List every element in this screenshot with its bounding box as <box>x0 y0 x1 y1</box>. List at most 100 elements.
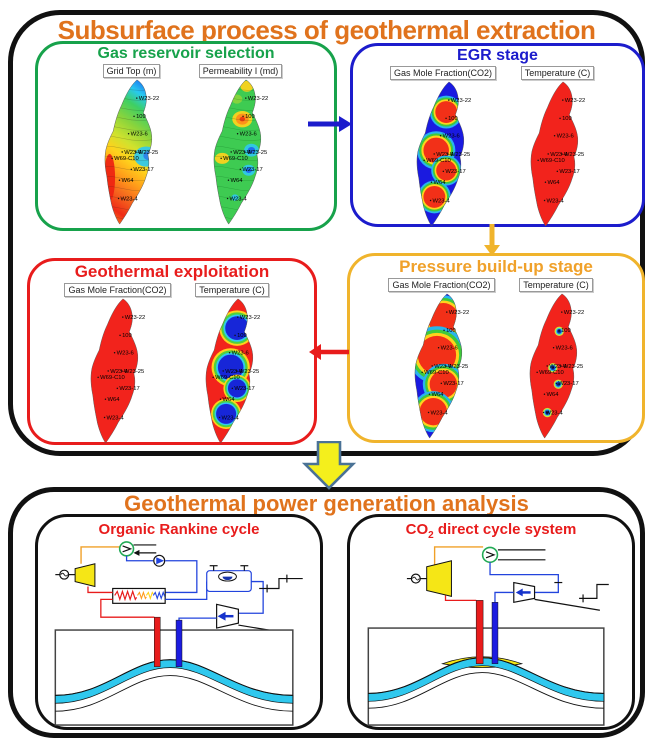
svg-text:W23-6: W23-6 <box>231 351 248 357</box>
organic-rankine-title: Organic Rankine cycle <box>98 521 260 538</box>
bottom-section-title: Geothermal power generation analysis <box>124 491 529 516</box>
geothermal-exploitation-box: Geothermal exploitation Gas Mole Fractio… <box>27 258 317 445</box>
pressure-panels: Gas Mole Fraction(CO2) W23-22 109 W23-6 W23… <box>350 278 642 439</box>
svg-text:W23-4: W23-4 <box>107 415 125 421</box>
svg-text:W69-C10: W69-C10 <box>539 370 564 376</box>
svg-text:W23-22: W23-22 <box>239 315 259 321</box>
svg-text:W23-4: W23-4 <box>431 410 449 416</box>
organic-rankine-diagram <box>54 541 303 726</box>
well-labels: W23-22109W23-6W23-4W23-25W69-C10W23-17W6… <box>421 310 469 416</box>
egr-stage-box: EGR stage Gas Mole Fraction(CO2) W23-22 1… <box>350 43 645 227</box>
pressure-temperature-label: Temperature (C) <box>519 278 593 292</box>
svg-text:W23-6: W23-6 <box>117 351 134 357</box>
svg-text:W23-17: W23-17 <box>558 381 578 387</box>
arrow-egr-to-pressure-icon <box>484 224 500 256</box>
well-labels: W23-22109W23-6W23-4W23-25W69-C10W23-17W6… <box>537 98 585 204</box>
pressure-buildup-title: Pressure build-up stage <box>399 257 593 276</box>
svg-text:109: 109 <box>561 328 571 334</box>
svg-text:W23-4: W23-4 <box>121 196 139 202</box>
svg-text:W23-4: W23-4 <box>434 364 452 370</box>
svg-text:W23-6: W23-6 <box>557 134 574 140</box>
well-labels: W23-22109W23-6W23-4W23-25W69-C10W23-17W6… <box>220 96 268 202</box>
exploitation-co2-map: W23-22109W23-6W23-4W23-25W69-C10W23-17W6… <box>90 298 145 444</box>
co2-direct-cycle-box: CO2 direct cycle system <box>347 514 635 730</box>
svg-text:W23-4: W23-4 <box>436 152 454 158</box>
egr-temperature-panel: Temperature (C) W23-22 109 W23-6 W23-4 W23-2… <box>510 66 605 227</box>
svg-text:W23-17: W23-17 <box>242 167 262 173</box>
egr-co2-panel: Gas Mole Fraction(CO2) W23-22 109 W23-6 W23… <box>389 66 497 227</box>
well-labels: W23-22109W23-6W23-4W23-25W69-C10W23-17W6… <box>535 310 584 416</box>
well-labels: W23-22109W23-6W23-4W23-25W69-C10W23-17W6… <box>422 98 471 204</box>
pressure-buildup-box: Pressure build-up stage Gas Mole Fractio… <box>347 253 645 443</box>
svg-text:W23-17: W23-17 <box>443 381 463 387</box>
egr-stage-title: EGR stage <box>457 47 538 64</box>
permeability-panel: Permeability I (md) W23-22 109 W23-6 W23-4 W… <box>193 64 288 225</box>
top-section-title: Subsurface process of geothermal extract… <box>57 15 596 45</box>
gas-reservoir-selection-box: Gas reservoir selection Grid Top (m) W23… <box>35 41 337 231</box>
svg-text:W23-25: W23-25 <box>138 150 158 156</box>
pressure-co2-label: Gas Mole Fraction(CO2) <box>388 278 495 292</box>
svg-text:W69-C10: W69-C10 <box>114 156 139 162</box>
co2-reservoir-cross-section <box>367 627 605 726</box>
svg-text:W69-C10: W69-C10 <box>100 375 125 381</box>
svg-text:W23-6: W23-6 <box>442 134 459 140</box>
svg-text:W23-4: W23-4 <box>221 415 239 421</box>
well-labels: W23-22109W23-6W23-4W23-25W69-C10W23-17W6… <box>97 315 145 421</box>
svg-text:W23-25: W23-25 <box>562 364 582 370</box>
reservoir-panels: Grid Top (m) W23-22 109 W23-6 W23-4 W23-25 W6… <box>38 64 334 225</box>
exploitation-temperature-label: Temperature (C) <box>195 283 269 297</box>
svg-text:W23-22: W23-22 <box>563 310 583 316</box>
svg-text:W23-4: W23-4 <box>233 150 251 156</box>
co2-direct-cycle-title: CO2 direct cycle system <box>405 521 577 541</box>
svg-text:W23-25: W23-25 <box>124 369 144 375</box>
svg-text:W23-22: W23-22 <box>565 98 585 104</box>
egr-co2-map: W23-22109W23-6W23-4W23-25W69-C10W23-17W6… <box>416 81 471 227</box>
exploitation-temperature-panel: Temperature (C) W23-22 109 W23-6 W23-4 W23-2… <box>185 283 280 444</box>
exploitation-co2-panel: Gas Mole Fraction(CO2) W23-22 109 W23-6 W23… <box>64 283 171 444</box>
svg-text:W23-22: W23-22 <box>125 315 145 321</box>
pressure-temperature-map: W23-22109W23-6W23-4W23-25W69-C10W23-17W6… <box>529 293 584 439</box>
orc-surface-loop <box>55 541 303 635</box>
well-labels: W23-22109W23-6W23-4W23-25W69-C10W23-17W6… <box>211 315 260 421</box>
exploitation-panels: Gas Mole Fraction(CO2) W23-22 109 W23-6 W23… <box>30 283 314 444</box>
svg-text:W23-17: W23-17 <box>559 169 579 175</box>
svg-text:109: 109 <box>237 333 247 339</box>
svg-text:W23-4: W23-4 <box>547 198 565 204</box>
production-well-pipe <box>175 619 183 667</box>
svg-text:W23-25: W23-25 <box>564 152 584 158</box>
svg-text:W69-C10: W69-C10 <box>215 375 240 381</box>
svg-text:W23-17: W23-17 <box>133 167 153 173</box>
svg-text:W64: W64 <box>547 180 560 186</box>
svg-text:W23-4: W23-4 <box>110 369 128 375</box>
organic-rankine-box: Organic Rankine cycle <box>35 514 323 730</box>
permeability-label: Permeability I (md) <box>198 64 283 78</box>
svg-text:109: 109 <box>136 114 146 120</box>
co2-direct-cycle-diagram <box>367 546 609 726</box>
svg-text:109: 109 <box>122 333 132 339</box>
injection-well-pipe <box>154 616 161 667</box>
permeability-map: W23-22109W23-6W23-4W23-25W69-C10W23-17W6… <box>213 79 268 225</box>
svg-text:W64: W64 <box>431 392 444 398</box>
svg-text:W23-6: W23-6 <box>240 132 257 138</box>
svg-text:W23-25: W23-25 <box>449 152 469 158</box>
gas-reservoir-selection-title: Gas reservoir selection <box>97 45 275 62</box>
svg-text:W23-17: W23-17 <box>234 386 254 392</box>
svg-text:W64: W64 <box>546 392 559 398</box>
cooler-icon <box>481 546 499 564</box>
grid-top-label: Grid Top (m) <box>102 64 161 78</box>
arrow-pressure-to-exploitation-icon <box>309 344 349 360</box>
svg-text:W23-22: W23-22 <box>248 96 268 102</box>
power-generation-section: Geothermal power generation analysis Org… <box>8 487 645 738</box>
orc-reservoir-cross-section <box>54 629 294 726</box>
svg-text:W69-C10: W69-C10 <box>540 158 565 164</box>
geothermal-exploitation-title: Geothermal exploitation <box>74 262 270 281</box>
svg-text:W69-C10: W69-C10 <box>223 156 248 162</box>
svg-text:W64: W64 <box>107 397 120 403</box>
injection-well-pipe <box>475 600 484 664</box>
svg-text:W64: W64 <box>230 178 243 184</box>
egr-co2-label: Gas Mole Fraction(CO2) <box>389 66 497 80</box>
well-labels: W23-22109W23-6W23-4W23-25W69-C10W23-17W6… <box>111 96 159 202</box>
grid-top-panel: Grid Top (m) W23-22 109 W23-6 W23-4 W23-25 W6… <box>84 64 179 225</box>
svg-text:W23-4: W23-4 <box>230 196 248 202</box>
svg-text:W69-C10: W69-C10 <box>426 158 451 164</box>
